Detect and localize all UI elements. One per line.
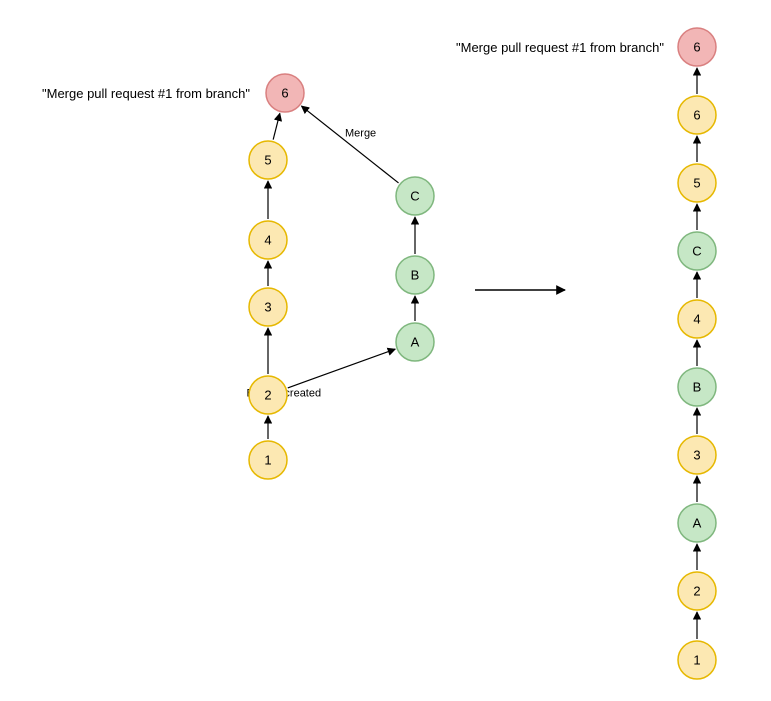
commit-node: 3 [678,436,716,474]
edge [301,106,398,183]
commit-label: C [410,189,419,204]
commit-label: 5 [693,176,700,191]
commit-node: A [396,323,434,361]
commit-label: 6 [281,86,288,101]
commit-label: 5 [264,153,271,168]
caption: "Merge pull request #1 from branch" [456,40,664,55]
commit-label: A [693,516,702,531]
commit-node: 5 [249,141,287,179]
commit-node: 6 [266,74,304,112]
commit-node: B [396,256,434,294]
commit-label: 4 [264,233,271,248]
commit-node: 6 [678,96,716,134]
commit-node: B [678,368,716,406]
edge [273,113,280,139]
commit-node: 1 [249,441,287,479]
commit-node: 5 [678,164,716,202]
commit-node: 1 [678,641,716,679]
commit-node: 6 [678,28,716,66]
commit-node: 2 [249,376,287,414]
commit-label: A [411,335,420,350]
commit-node: 3 [249,288,287,326]
commit-label: B [693,380,702,395]
commit-label: 1 [693,653,700,668]
commit-label: 2 [264,388,271,403]
commit-label: B [411,268,420,283]
commit-node: C [678,232,716,270]
commit-label: 2 [693,584,700,599]
caption: "Merge pull request #1 from branch" [42,86,250,101]
commit-label: 1 [264,453,271,468]
commit-node: A [678,504,716,542]
commit-node: 2 [678,572,716,610]
edge-label: Merge [345,128,376,140]
commit-label: 6 [693,108,700,123]
commit-node: 4 [249,221,287,259]
commit-label: 3 [264,300,271,315]
commit-node: C [396,177,434,215]
commit-label: 6 [693,40,700,55]
commit-label: C [692,244,701,259]
git-merge-diagram: Branch createdMerge123456ABC12A3B4C566"M… [0,0,771,701]
edge [288,349,395,388]
commit-label: 4 [693,312,700,327]
commit-node: 4 [678,300,716,338]
commit-label: 3 [693,448,700,463]
